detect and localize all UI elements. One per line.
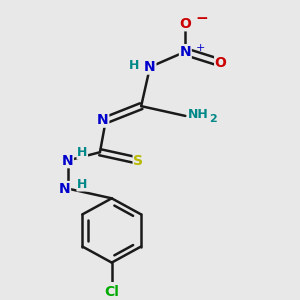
Text: H: H (129, 59, 139, 72)
Text: N: N (144, 60, 156, 74)
Text: 2: 2 (209, 114, 217, 124)
Text: N: N (97, 113, 109, 127)
Text: N: N (179, 45, 191, 59)
Text: N: N (59, 182, 70, 196)
Text: H: H (77, 178, 88, 191)
Text: S: S (133, 154, 143, 168)
Text: O: O (179, 17, 191, 31)
Text: Cl: Cl (104, 285, 119, 299)
Text: +: + (195, 43, 205, 53)
Text: O: O (215, 56, 226, 70)
Text: H: H (77, 146, 88, 159)
Text: N: N (62, 154, 74, 168)
Text: −: − (195, 11, 208, 26)
Text: NH: NH (188, 108, 209, 121)
